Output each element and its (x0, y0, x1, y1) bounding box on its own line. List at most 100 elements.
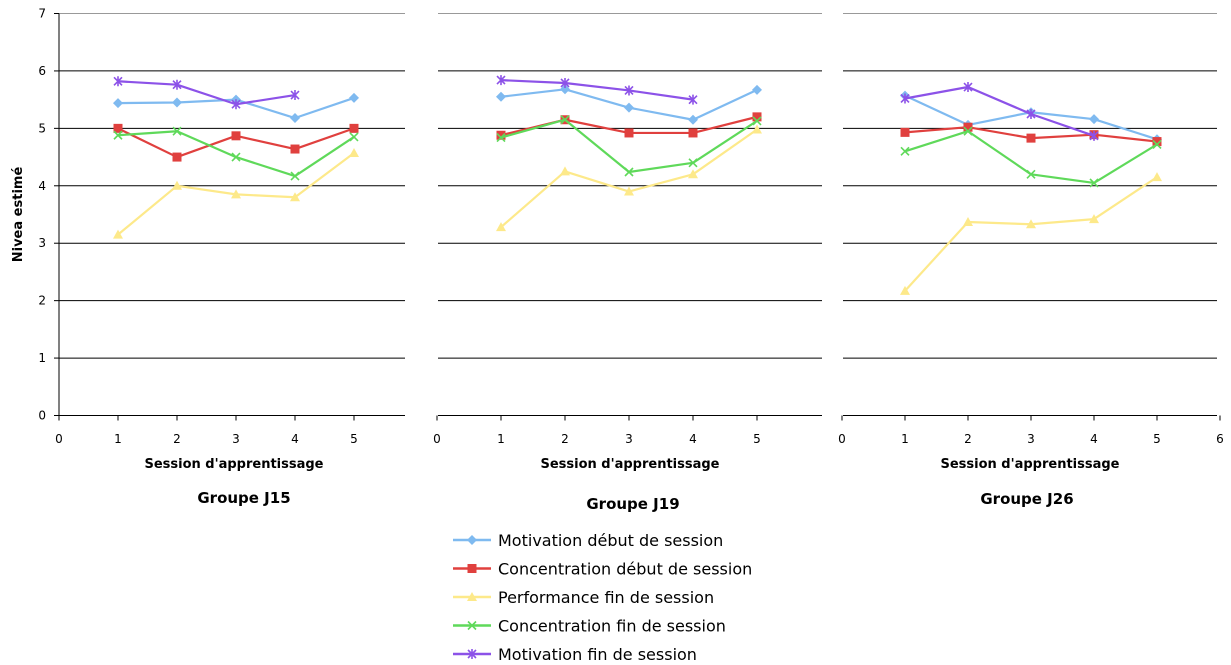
legend: Motivation début de session Concentration… (453, 531, 752, 664)
data-point (1026, 109, 1036, 119)
data-point (752, 116, 762, 126)
data-point (496, 91, 506, 102)
x-tick-label: 3 (232, 432, 240, 446)
data-point (752, 112, 762, 122)
legend-label: Performance fin de session (498, 588, 714, 607)
data-point (560, 166, 570, 176)
y-axis-title: Nivea estimé (11, 167, 26, 263)
y-tick-label: 1 (38, 351, 46, 365)
x-tick-label: 6 (1216, 432, 1224, 446)
data-point (963, 122, 973, 132)
data-point (172, 79, 182, 90)
x-tick-label: 0 (838, 432, 846, 446)
panel-title: Groupe J19 (586, 495, 679, 513)
data-point (290, 192, 300, 202)
legend-marker (467, 592, 477, 601)
x-axis-title: Session d'apprentissage (144, 457, 323, 472)
y-tick-label: 0 (38, 409, 46, 423)
legend-marker (467, 564, 477, 573)
x-axis-title: Session d'apprentissage (540, 457, 719, 472)
data-point (1152, 137, 1162, 147)
x-tick-label: 1 (901, 432, 909, 446)
x-tick-label: 2 (964, 432, 972, 446)
chart-panel-3: 0 1 2 3 4 5 6 Session d'apprentissage Groupe J26 (838, 13, 1224, 508)
data-point (290, 90, 300, 101)
data-point (560, 84, 570, 95)
data-point (963, 126, 973, 136)
data-point (624, 186, 634, 196)
data-point (963, 216, 973, 226)
x-tick-label: 3 (625, 432, 633, 446)
y-tick-label: 4 (38, 179, 46, 193)
x-tick-label: 2 (561, 432, 569, 446)
data-point (688, 128, 698, 138)
data-point (1089, 114, 1099, 125)
x-tick-label: 3 (1027, 432, 1035, 446)
data-point (624, 167, 634, 177)
data-point (1026, 133, 1036, 143)
panel-title: Groupe J26 (980, 490, 1073, 508)
data-point (1089, 178, 1099, 188)
data-point (900, 127, 910, 137)
data-point (688, 94, 698, 105)
y-tick-label: 7 (38, 7, 46, 21)
y-tick-label: 6 (38, 64, 46, 78)
x-tick-label: 2 (173, 432, 181, 446)
data-point (752, 124, 762, 134)
data-point (349, 123, 359, 133)
x-tick-label: 5 (1153, 432, 1161, 446)
x-tick-label: 5 (350, 432, 358, 446)
data-point (231, 99, 241, 110)
x-axis-title: Session d'apprentissage (940, 457, 1119, 472)
data-point (688, 114, 698, 125)
data-point (349, 92, 359, 103)
series-line-5 (117, 80, 296, 106)
x-tick-label: 0 (433, 432, 441, 446)
data-point (231, 131, 241, 141)
x-tick-label: 1 (497, 432, 505, 446)
data-point (963, 82, 973, 93)
series-line-3 (500, 128, 758, 228)
x-tick-label: 0 (55, 432, 63, 446)
data-point (1152, 139, 1162, 150)
data-point (900, 285, 910, 295)
data-point (560, 115, 570, 125)
data-point (172, 180, 182, 190)
data-point (290, 113, 300, 124)
data-point (688, 169, 698, 179)
data-point (496, 130, 506, 140)
data-point (113, 76, 123, 87)
data-point (290, 144, 300, 154)
data-point (1089, 214, 1099, 224)
data-point (900, 93, 910, 104)
data-point (624, 85, 634, 96)
y-tick-label: 5 (38, 121, 46, 135)
data-point (1026, 219, 1036, 229)
x-tick-label: 4 (1090, 432, 1098, 446)
data-point (349, 132, 359, 142)
series-line-5 (500, 79, 694, 101)
panel-title: Groupe J15 (197, 489, 290, 507)
x-tick-label: 4 (291, 432, 299, 446)
chart-panel-2: 0 1 2 3 4 5 Session d'apprentissage Groupe J19 (433, 13, 822, 513)
data-point (496, 132, 506, 143)
data-point (113, 229, 123, 239)
data-point (900, 146, 910, 156)
series-line-3 (904, 176, 1158, 292)
chart-panel-1: 0 1 2 3 4 5 0 1 2 3 4 5 6 7 Nivea estimé Session d'appr… (11, 7, 405, 507)
legend-marker (467, 649, 477, 659)
data-point (688, 158, 698, 168)
data-point (231, 189, 241, 199)
legend-label: Motivation début de session (498, 531, 723, 550)
data-point (1026, 169, 1036, 179)
data-point (172, 97, 182, 108)
data-point (290, 171, 300, 181)
legend-label: Concentration fin de session (498, 617, 726, 636)
data-point (560, 77, 570, 88)
data-point (1152, 172, 1162, 182)
legend-label: Motivation fin de session (498, 645, 697, 664)
data-point (496, 222, 506, 232)
data-point (113, 98, 123, 109)
data-point (172, 126, 182, 136)
